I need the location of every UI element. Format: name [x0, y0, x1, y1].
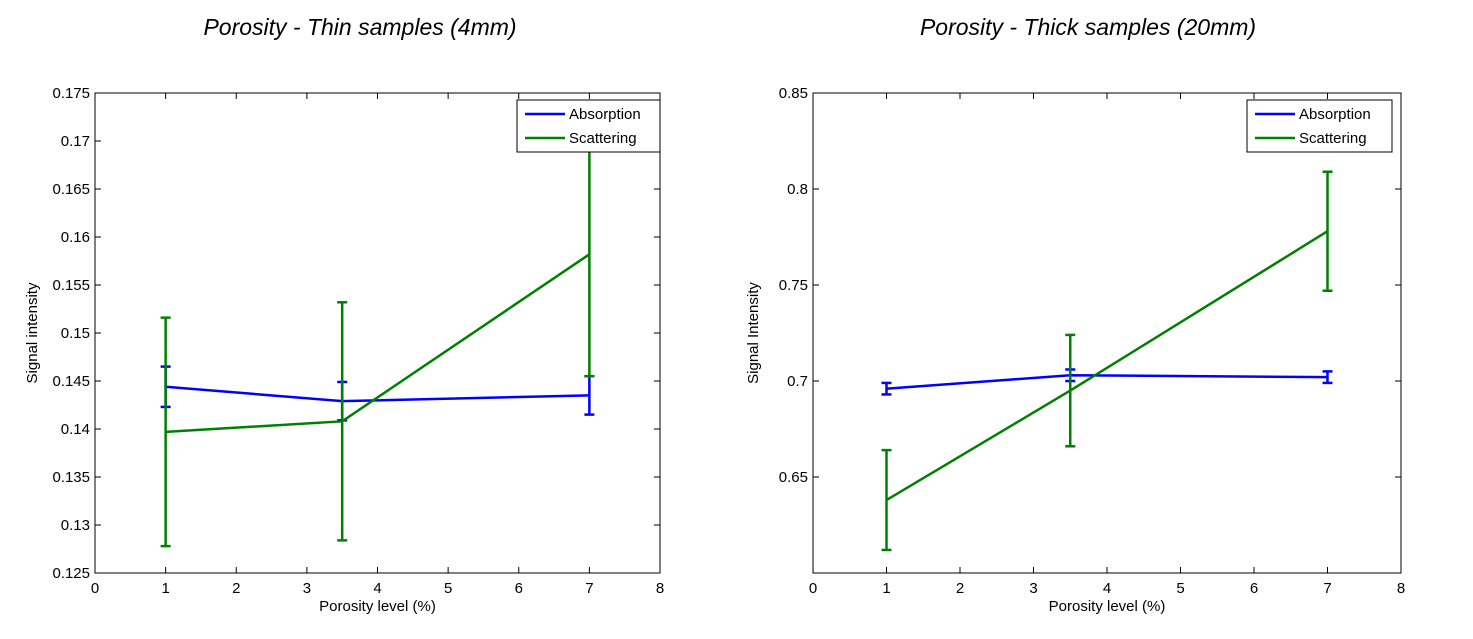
- c0-x-tick-label: 5: [444, 580, 452, 597]
- c0-y-tick-label: 0.16: [61, 229, 90, 246]
- c0-x-tick-label: 6: [515, 580, 523, 597]
- c1-x-tick-label: 2: [956, 580, 964, 597]
- c1-y-tick-label: 0.85: [779, 85, 808, 102]
- c0-x-tick-label: 3: [303, 580, 311, 597]
- c1-y-axis-label: Signal Intensity: [745, 282, 762, 384]
- c1-x-tick-label: 7: [1323, 580, 1331, 597]
- c0-y-axis-label: Signal intensity: [24, 282, 41, 383]
- chart-title-thin: Porosity - Thin samples (4mm): [203, 14, 517, 40]
- c0-x-tick-label: 8: [656, 580, 664, 597]
- c0-y-tick-label: 0.17: [61, 133, 90, 150]
- c0-legend-box: [516, 99, 661, 153]
- c0-legend-label-scattering: Scattering: [569, 130, 637, 147]
- c0-x-axis-label: Porosity level (%): [319, 598, 436, 615]
- c0-y-tick-label: 0.175: [52, 85, 90, 102]
- c1-x-tick-label: 8: [1397, 580, 1405, 597]
- c1-y-tick-label: 0.65: [779, 469, 808, 486]
- c0-x-tick-label: 7: [585, 580, 593, 597]
- c1-y-tick-label: 0.75: [779, 277, 808, 294]
- c1-x-tick-label: 0: [809, 580, 817, 597]
- c1-x-axis-label: Porosity level (%): [1049, 598, 1166, 615]
- c1-y-tick-label: 0.8: [787, 181, 808, 198]
- c0-y-tick-label: 0.165: [52, 181, 90, 198]
- c1-legend-label-absorption: Absorption: [1299, 106, 1371, 123]
- chart-title-thick: Porosity - Thick samples (20mm): [919, 14, 1257, 40]
- c1-x-tick-label: 4: [1103, 580, 1111, 597]
- c0-x-tick-label: 4: [373, 580, 381, 597]
- c0-plot-area: [94, 92, 661, 574]
- c0-x-tick-label: 0: [91, 580, 99, 597]
- c0-y-tick-label: 0.145: [52, 373, 90, 390]
- c1-legend-box: [1246, 99, 1393, 153]
- c1-x-tick-label: 5: [1176, 580, 1184, 597]
- c0-y-tick-label: 0.15: [61, 325, 90, 342]
- c0-y-tick-label: 0.13: [61, 517, 90, 534]
- c0-y-tick-label: 0.135: [52, 469, 90, 486]
- c0-y-tick-label: 0.14: [61, 421, 90, 438]
- c1-x-tick-label: 3: [1029, 580, 1037, 597]
- c1-y-tick-label: 0.7: [787, 373, 808, 390]
- c0-x-tick-label: 1: [161, 580, 169, 597]
- c0-y-tick-label: 0.155: [52, 277, 90, 294]
- c1-plot-area: [812, 92, 1402, 574]
- c1-x-tick-label: 6: [1250, 580, 1258, 597]
- c0-legend-label-absorption: Absorption: [569, 106, 641, 123]
- c0-y-tick-label: 0.125: [52, 565, 90, 582]
- c1-legend-label-scattering: Scattering: [1299, 130, 1367, 147]
- c0-x-tick-label: 2: [232, 580, 240, 597]
- c1-x-tick-label: 1: [882, 580, 890, 597]
